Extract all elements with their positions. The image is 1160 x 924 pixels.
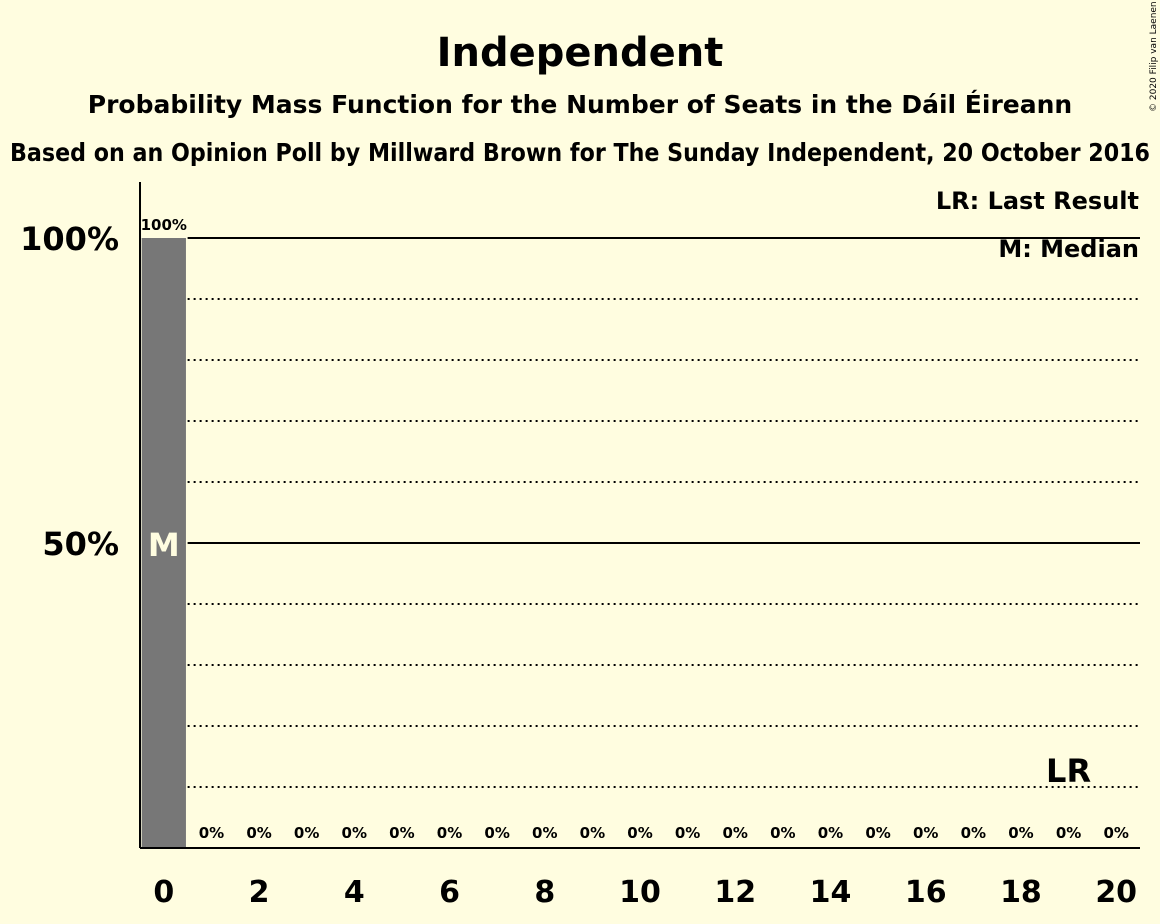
x-tick-label: 0 (153, 875, 174, 910)
chart-subtitle: Probability Mass Function for the Number… (88, 90, 1072, 119)
legend-median: M: Median (998, 235, 1139, 263)
bar-value-label: 0% (532, 824, 557, 842)
legend-last-result: LR: Last Result (936, 187, 1139, 215)
x-tick-label: 4 (344, 875, 365, 910)
y-tick-label: 100% (20, 220, 119, 258)
x-tick-label: 16 (905, 875, 947, 910)
copyright-credit: © 2020 Filip van Laenen (1149, 1, 1159, 112)
bar-value-label: 0% (913, 824, 938, 842)
bar-value-label: 0% (389, 824, 414, 842)
x-tick-label: 18 (1000, 875, 1042, 910)
x-tick-label: 12 (714, 875, 756, 910)
bar-value-label: 0% (627, 824, 652, 842)
bar-value-label: 0% (1103, 824, 1128, 842)
bar-value-label: 0% (723, 824, 748, 842)
bar-value-label: 0% (1008, 824, 1033, 842)
median-marker: M (148, 526, 180, 564)
last-result-marker: LR (1046, 752, 1091, 790)
bar-value-label: 0% (437, 824, 462, 842)
bar-value-label: 0% (246, 824, 271, 842)
chart-source: Based on an Opinion Poll by Millward Bro… (10, 138, 1150, 167)
x-tick-label: 8 (534, 875, 555, 910)
bar-value-label: 0% (580, 824, 605, 842)
bar-value-label: 0% (294, 824, 319, 842)
bar-value-label: 0% (865, 824, 890, 842)
bars: 100% 0% 0% 0% 0% 0% 0% 0% 0% 0% 0% 0% 0% 0% 0% 0% 0% 0% 0%… (141, 216, 1129, 848)
axes: 50% 100% 0 2 4 6 8 10 12 14 16 18 20 (20, 182, 1140, 910)
bar-value-label: 0% (484, 824, 509, 842)
bar-value-label: 0% (818, 824, 843, 842)
bar-value-label: 0% (1056, 824, 1081, 842)
bar-value-label: 0% (675, 824, 700, 842)
x-tick-label: 14 (810, 875, 852, 910)
bar-value-label: 100% (141, 216, 187, 234)
y-tick-label: 50% (42, 525, 119, 563)
bar-value-label: 0% (199, 824, 224, 842)
x-tick-label: 6 (439, 875, 460, 910)
chart-title: Independent (437, 30, 724, 76)
bar-value-label: 0% (961, 824, 986, 842)
x-tick-label: 10 (619, 875, 661, 910)
grid (187, 237, 1140, 788)
x-tick-label: 20 (1095, 875, 1137, 910)
bar (141, 238, 186, 848)
x-tick-label: 2 (249, 875, 270, 910)
bar-value-label: 0% (342, 824, 367, 842)
bar-value-label: 0% (770, 824, 795, 842)
